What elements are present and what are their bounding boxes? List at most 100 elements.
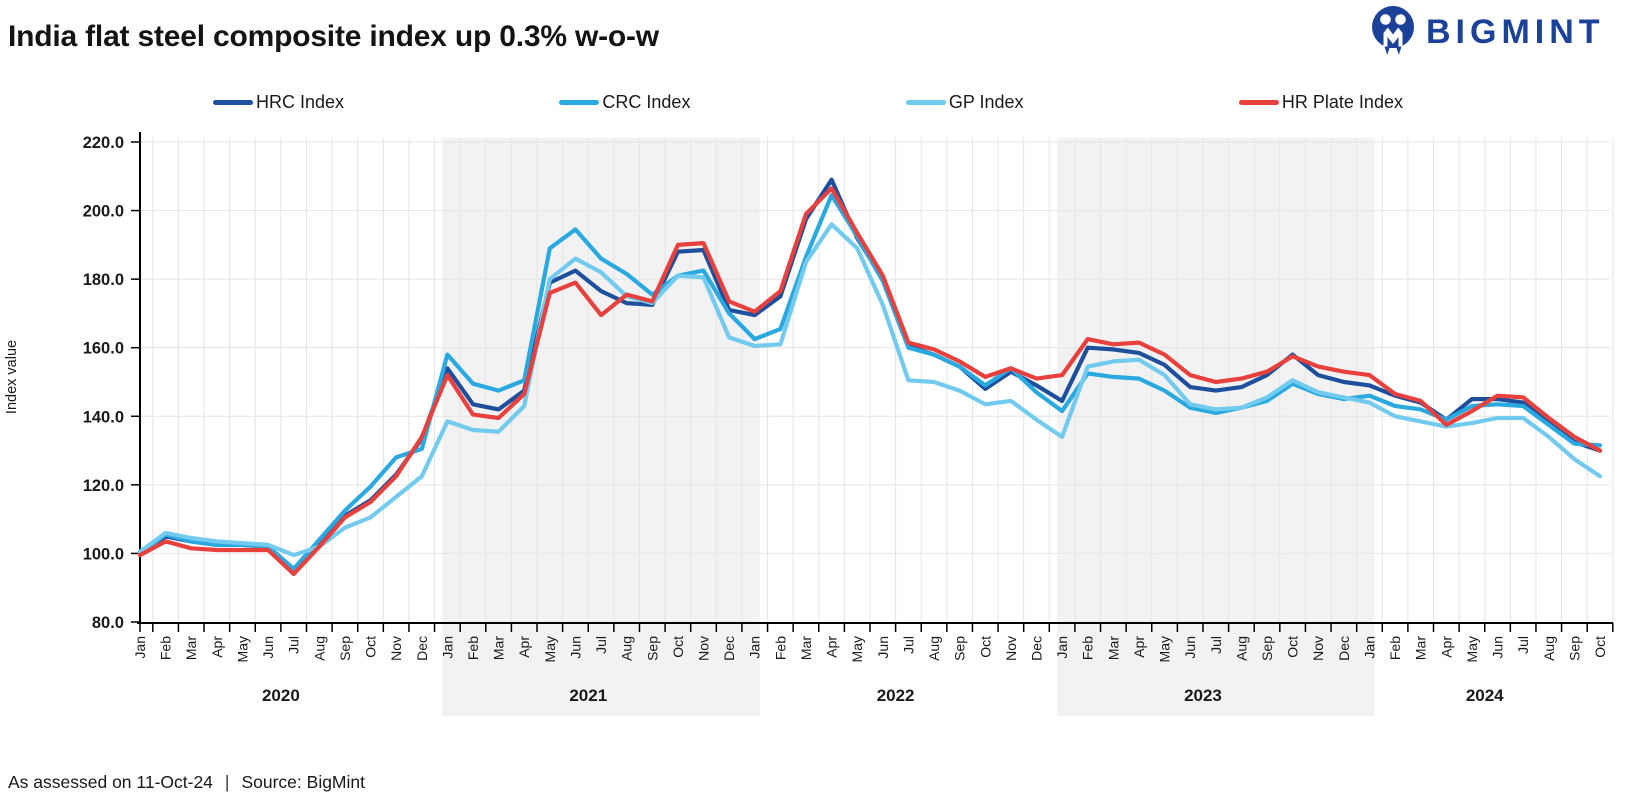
x-tick-label: Oct: [363, 636, 379, 658]
x-tick-label: Sep: [952, 636, 968, 661]
x-tick-label: Jun: [260, 636, 276, 659]
y-tick-label: 180.0: [83, 271, 124, 289]
legend-swatch: [559, 100, 600, 105]
x-tick-label: Aug: [311, 636, 327, 661]
x-tick-label: Nov: [696, 636, 712, 661]
x-tick-label: May: [1464, 636, 1480, 662]
y-tick-label: 120.0: [83, 477, 124, 495]
x-tick-label: Jul: [900, 636, 916, 654]
x-tick-label: Oct: [1592, 636, 1608, 658]
series-line-hr-plate-index: [137, 186, 1603, 577]
x-tick-label: Dec: [1028, 636, 1044, 661]
legend-label: HR Plate Index: [1281, 92, 1403, 112]
footer-note: As assessed on 11-Oct-24 | Source: BigMi…: [8, 772, 365, 793]
x-tick-label: Nov: [1003, 636, 1019, 661]
x-tick-label: Sep: [337, 636, 353, 661]
legend-swatch: [1238, 100, 1279, 105]
year-shading-band: [1057, 138, 1375, 716]
y-tick-label: 160.0: [83, 340, 124, 358]
x-tick-label: Feb: [1080, 636, 1096, 660]
x-tick-label: Jan: [1054, 636, 1070, 659]
x-tick-label: Apr: [824, 636, 840, 658]
y-tick-label: 80.0: [92, 614, 124, 632]
x-tick-label: Jun: [567, 636, 583, 659]
x-tick-label: Jun: [1182, 636, 1198, 659]
x-tick-label: Feb: [465, 636, 481, 660]
year-label-2022: 2022: [877, 686, 915, 705]
x-tick-label: Mar: [1413, 636, 1429, 660]
x-tick-label: May: [542, 636, 558, 662]
x-tick-label: Sep: [1259, 636, 1275, 661]
footer-separator: |: [224, 772, 230, 792]
x-tick-label: Oct: [1285, 636, 1301, 658]
x-tick-label: Feb: [772, 636, 788, 660]
legend-item-hrc-index: HRC Index: [213, 92, 344, 113]
legend-swatch: [213, 100, 253, 105]
x-tick-label: Sep: [1566, 636, 1582, 661]
x-tick-label: Aug: [1233, 636, 1249, 661]
x-tick-label: Jun: [1490, 636, 1506, 659]
x-tick-label: Dec: [414, 636, 430, 661]
x-tick-label: Oct: [670, 636, 686, 658]
legend-item-crc-index: CRC Index: [559, 92, 690, 113]
x-tick-label: Jun: [875, 636, 891, 659]
y-tick-label: 200.0: [83, 203, 124, 221]
year-label-2023: 2023: [1184, 686, 1222, 705]
year-label-2024: 2024: [1466, 686, 1504, 705]
x-tick-label: Apr: [516, 636, 532, 658]
x-tick-label: May: [234, 636, 250, 662]
legend-swatch: [905, 100, 946, 105]
x-tick-label: Dec: [721, 636, 737, 661]
x-tick-label: Jul: [593, 636, 609, 654]
legend-item-hr-plate-index: HR Plate Index: [1238, 92, 1403, 113]
x-tick-label: Mar: [491, 636, 507, 660]
x-tick-label: Jul: [1208, 636, 1224, 654]
page-title: India flat steel composite index up 0.3%…: [8, 20, 659, 53]
x-tick-label: Nov: [1310, 636, 1326, 661]
x-tick-label: Aug: [926, 636, 942, 661]
legend-label: CRC Index: [602, 92, 691, 112]
x-tick-label: Jul: [1515, 636, 1531, 654]
series-line-crc-index: [137, 193, 1603, 572]
bigmint-logo: BIGMINT: [1370, 6, 1605, 58]
x-tick-label: Mar: [1105, 636, 1121, 660]
x-tick-label: Aug: [619, 636, 635, 661]
source-text: Source: BigMint: [241, 772, 365, 792]
x-tick-label: Jan: [747, 636, 763, 659]
x-tick-label: Apr: [1131, 636, 1147, 658]
y-tick-label: 140.0: [83, 408, 124, 426]
series-line-gp-index: [137, 222, 1603, 558]
bigmint-logo-text: BIGMINT: [1426, 12, 1605, 51]
x-tick-label: Apr: [209, 636, 225, 658]
x-tick-label: Apr: [1438, 636, 1454, 658]
year-label-2020: 2020: [262, 686, 300, 705]
x-tick-label: Sep: [644, 636, 660, 661]
x-tick-label: May: [849, 636, 865, 662]
y-tick-label: 220.0: [83, 134, 124, 152]
assessed-date-text: As assessed on 11-Oct-24: [8, 772, 213, 792]
x-tick-label: Dec: [1336, 636, 1352, 661]
legend-label: GP Index: [948, 92, 1024, 112]
x-tick-label: Nov: [388, 636, 404, 661]
bigmint-logo-icon: [1372, 6, 1414, 55]
y-tick-label: 100.0: [83, 545, 124, 563]
x-tick-label: Feb: [158, 636, 174, 660]
year-shading-band: [442, 138, 760, 716]
x-tick-label: May: [1157, 636, 1173, 662]
legend-item-gp-index: GP Index: [905, 92, 1024, 113]
x-tick-label: Mar: [798, 636, 814, 660]
x-tick-label: Jul: [286, 636, 302, 654]
x-tick-label: Jan: [1361, 636, 1377, 659]
chart-legend: HRC Index CRC Index GP Index HR Plate Index: [213, 92, 1403, 113]
x-tick-label: Mar: [183, 636, 199, 660]
x-tick-label: Oct: [977, 636, 993, 658]
legend-label: HRC Index: [256, 92, 345, 112]
y-axis-title: Index value: [4, 340, 20, 414]
x-tick-label: Feb: [1387, 636, 1403, 660]
x-tick-label: Jan: [439, 636, 455, 659]
year-label-2021: 2021: [569, 686, 607, 705]
x-tick-label: Jan: [132, 636, 148, 659]
x-tick-label: Aug: [1541, 636, 1557, 661]
